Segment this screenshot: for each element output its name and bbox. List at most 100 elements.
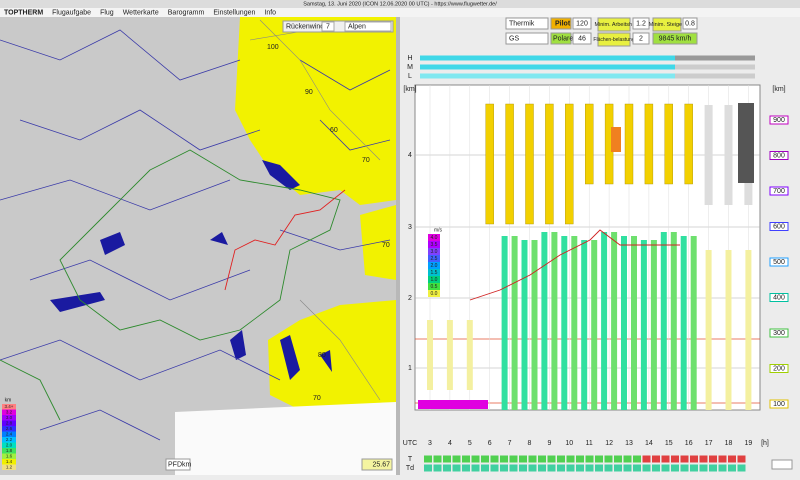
pfd-box[interactable]	[165, 458, 191, 471]
cloud-row-label: L	[408, 73, 412, 80]
menu-item[interactable]: Flug	[100, 9, 114, 16]
menu-item[interactable]: Barogramm	[168, 9, 205, 16]
thermal-bar	[521, 240, 528, 410]
legend-label: 2.8	[6, 420, 13, 425]
control	[597, 17, 631, 32]
offset-select[interactable]	[771, 459, 793, 470]
temp-cell	[462, 455, 470, 463]
thermal-bar	[591, 240, 598, 410]
temp-cell	[566, 464, 575, 472]
menu-item[interactable]: Info	[264, 9, 276, 16]
temp-cell	[718, 455, 727, 463]
right-axis-label: [km]	[772, 86, 785, 93]
right-tick-box	[769, 364, 789, 373]
wind-label: Rückenwind	[286, 23, 324, 30]
thermal-bar	[670, 232, 677, 410]
region-select[interactable]	[344, 21, 392, 32]
temp-cell	[633, 464, 641, 472]
temp-cell	[519, 464, 527, 472]
legend-label: 1.4	[6, 459, 13, 464]
cloud-bar	[420, 64, 675, 70]
control[interactable]	[572, 32, 592, 45]
cloud-row-label: H	[407, 55, 412, 62]
ms-swatch	[428, 241, 440, 248]
cloud-column	[485, 103, 494, 225]
temp-cell	[538, 455, 546, 463]
control[interactable]	[505, 32, 549, 45]
legend-label: 3.2	[6, 409, 13, 414]
contour-label: 70	[313, 395, 321, 402]
map	[0, 17, 396, 475]
km-tick: 3	[408, 224, 412, 231]
ms-swatch	[428, 290, 440, 297]
cloud-column	[664, 103, 673, 185]
legend-swatch	[2, 404, 16, 410]
menu-item[interactable]: Flugaufgabe	[52, 9, 91, 16]
temp-cell	[528, 455, 537, 463]
legend-label: 2.2	[6, 437, 13, 442]
thermal-bar	[601, 232, 608, 410]
temp-cell	[557, 464, 565, 472]
right-tick-box	[769, 257, 789, 267]
ms-label: 2.0	[431, 263, 438, 269]
right-tick-box	[769, 151, 789, 160]
thermal-bar	[446, 320, 453, 390]
ms-swatch	[428, 248, 440, 255]
ms-swatch	[428, 234, 440, 241]
km-axis-label: [km]	[403, 86, 416, 93]
temp-cell	[614, 464, 622, 472]
temp-cell	[538, 464, 546, 472]
temp-cell	[595, 455, 603, 463]
control[interactable]	[572, 17, 592, 30]
thermal-bar	[581, 240, 588, 410]
temp-cell	[443, 455, 451, 463]
wind-value: 7	[326, 23, 330, 30]
ms-label: 3.5	[431, 242, 438, 248]
right-tick-box	[769, 328, 789, 338]
thermal-bar	[511, 236, 518, 410]
cloud-column	[611, 127, 621, 152]
temp-cell	[452, 455, 461, 463]
right-tick: 900	[773, 117, 785, 124]
distance: 25.67	[372, 461, 390, 468]
right-tick: 200	[773, 365, 785, 372]
control[interactable]	[505, 17, 549, 30]
cloud-bar	[420, 55, 675, 61]
control[interactable]	[682, 17, 698, 30]
temp-cell	[604, 464, 613, 472]
wind-field[interactable]	[321, 21, 335, 32]
ms-swatch	[428, 269, 440, 276]
hour-label: 6	[488, 440, 492, 447]
thermal-bar	[631, 236, 637, 410]
control	[550, 17, 572, 30]
contour-label: 100	[267, 44, 279, 51]
region: Alpen	[348, 23, 366, 30]
cloud-row-label: M	[407, 64, 413, 71]
ms-label: 2.5	[431, 256, 438, 262]
legend-swatch	[2, 459, 16, 465]
km-tick: 2	[408, 295, 412, 302]
ms-label: 1.5	[431, 270, 438, 276]
control[interactable]	[632, 17, 650, 30]
temp-cell	[680, 455, 689, 463]
control	[550, 32, 572, 45]
thermal-bar	[531, 240, 538, 410]
temp-cell	[566, 455, 575, 463]
cloud-column	[505, 103, 514, 225]
pfd: PFD	[168, 461, 182, 468]
temp-cell	[481, 464, 489, 472]
menu-item[interactable]: TOPTHERM	[4, 9, 43, 16]
right-tick-box	[769, 186, 789, 196]
ground-bar	[418, 400, 488, 409]
hour-label: 5	[468, 440, 472, 447]
menu-item[interactable]: Einstellungen	[213, 9, 255, 16]
menu-item[interactable]: Wetterkarte	[123, 9, 159, 16]
min-arbeit: 1.2	[636, 20, 646, 27]
ms-label: 0.5	[431, 284, 438, 290]
temp-cell	[471, 455, 480, 463]
contour-label: 90	[305, 89, 313, 96]
legend-swatch	[2, 437, 16, 443]
splitter[interactable]	[396, 17, 400, 475]
hour-label: 4	[448, 440, 452, 447]
control[interactable]	[632, 32, 650, 45]
